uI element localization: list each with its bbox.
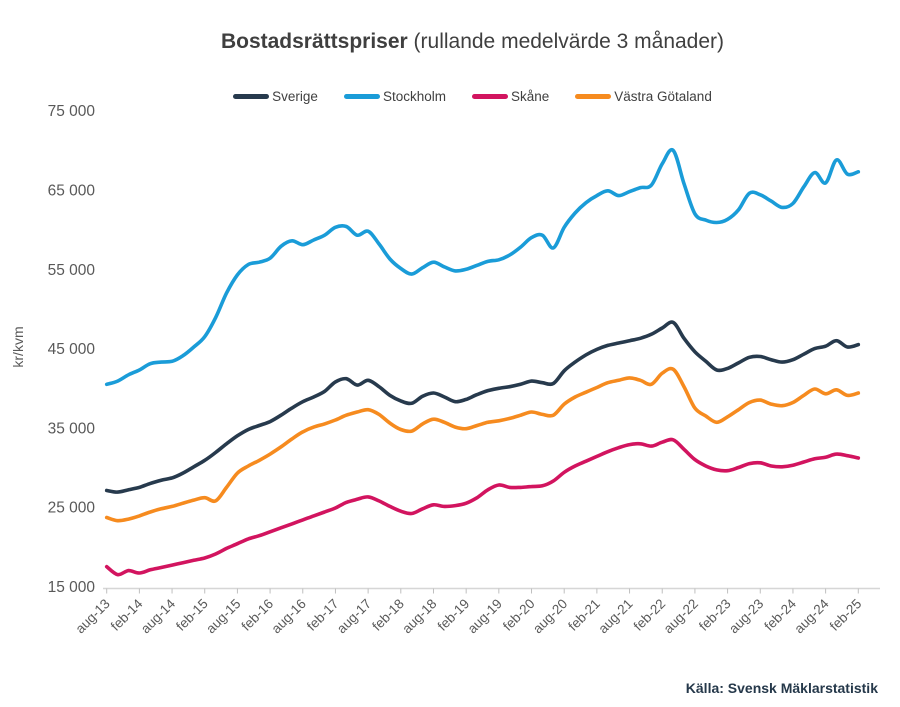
chart-title-subtitle: (rullande medelvärde 3 månader) — [407, 30, 725, 53]
series-line-sverige — [104, 320, 861, 494]
y-tick-label: 15 000 — [48, 579, 96, 596]
x-tick-label: aug-19 — [465, 596, 505, 636]
y-tick-label: 75 000 — [48, 103, 96, 120]
legend: Sverige Stockholm Skåne Västra Götaland — [65, 89, 880, 104]
x-tick-label: aug-21 — [595, 596, 635, 636]
series-line-v-stra-g-taland — [104, 366, 861, 523]
x-tick-label: aug-23 — [726, 596, 766, 636]
series-line-stockholm — [104, 147, 861, 387]
x-tick-label: aug-16 — [269, 596, 309, 636]
legend-item-skane: Skåne — [471, 89, 550, 104]
y-tick-label: 65 000 — [48, 183, 96, 200]
legend-label-skane: Skåne — [510, 89, 550, 104]
legend-item-stockholm: Stockholm — [343, 89, 446, 104]
x-tick-label: aug-15 — [203, 596, 243, 636]
legend-label-stockholm: Stockholm — [382, 89, 446, 104]
legend-swatch-vastra-gotaland — [575, 94, 612, 99]
x-tick-label: feb-25 — [827, 596, 865, 634]
legend-swatch-skane — [471, 94, 508, 99]
x-tick-label: aug-18 — [399, 596, 439, 636]
legend-item-vastra-gotaland: Västra Götaland — [575, 89, 712, 104]
x-tick-label: aug-13 — [72, 596, 112, 636]
series-line-sk-ne — [104, 437, 861, 577]
legend-swatch-sverige — [233, 94, 270, 99]
x-tick-label: aug-17 — [334, 596, 374, 636]
chart-title: Bostadsrättspriser (rullande medelvärde … — [65, 30, 880, 54]
chart-title-bold: Bostadsrättspriser — [220, 30, 408, 53]
x-tick-label: aug-14 — [138, 596, 179, 637]
legend-label-sverige: Sverige — [272, 89, 318, 104]
y-tick-label: 35 000 — [48, 420, 96, 437]
x-tick-label: aug-22 — [661, 596, 701, 636]
x-tick-label: aug-20 — [530, 596, 570, 636]
y-tick-label: 55 000 — [48, 262, 96, 279]
x-tick-label: aug-24 — [791, 596, 832, 637]
legend-item-sverige: Sverige — [233, 89, 318, 104]
source-note: Källa: Svensk Mäklarstatistik — [685, 680, 878, 696]
legend-label-vastra-gotaland: Västra Götaland — [614, 89, 712, 104]
legend-swatch-stockholm — [343, 94, 380, 99]
y-tick-label: 25 000 — [48, 500, 96, 517]
y-tick-label: 45 000 — [48, 341, 96, 358]
